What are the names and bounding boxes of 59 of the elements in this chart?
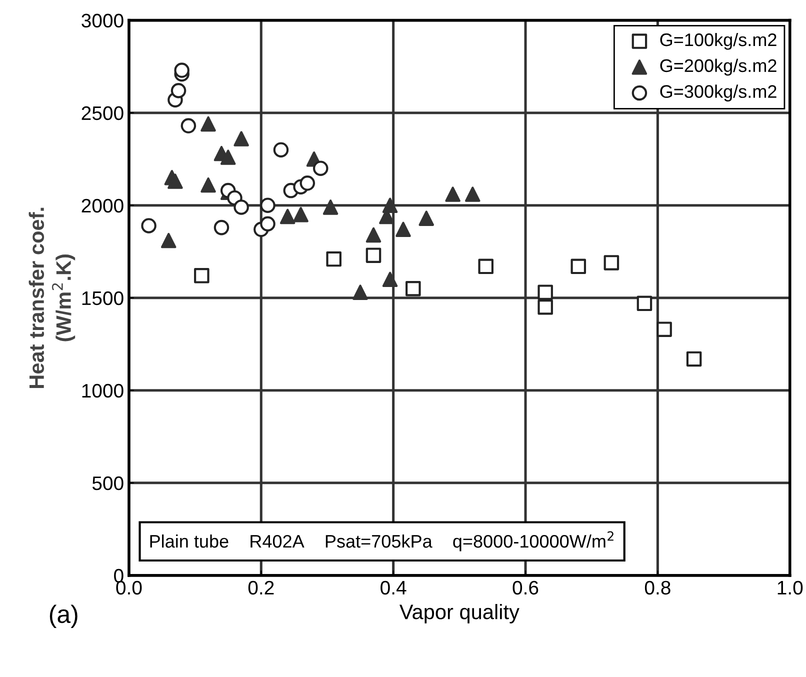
point xyxy=(214,220,230,236)
point xyxy=(160,232,176,248)
legend-label: G=300kg/s.m2 xyxy=(660,84,776,102)
point xyxy=(326,251,342,267)
point xyxy=(260,216,276,232)
x-tick-label: 0.8 xyxy=(644,580,670,595)
y-tick-label: 2000 xyxy=(82,198,124,213)
point xyxy=(168,174,183,189)
x-tick-label: 0.4 xyxy=(380,580,406,595)
x-tick-label: 1.0 xyxy=(778,580,803,595)
point xyxy=(478,258,494,274)
point xyxy=(686,351,702,367)
point xyxy=(273,142,289,158)
point xyxy=(170,82,186,98)
point xyxy=(200,177,216,193)
point xyxy=(382,198,398,213)
y-tick-label: 1500 xyxy=(82,291,124,306)
legend-label: G=100kg/s.m2 xyxy=(660,32,776,50)
point xyxy=(194,268,210,284)
point xyxy=(396,222,411,238)
point xyxy=(174,62,190,78)
point xyxy=(352,284,368,300)
point xyxy=(445,186,460,202)
point xyxy=(234,131,249,146)
y-tick-label: 500 xyxy=(92,476,124,490)
x-tick-label: 0.0 xyxy=(116,580,142,595)
point xyxy=(180,118,196,134)
point xyxy=(366,248,382,263)
annotation: Plain tube R402A Psat=705kPa q=8000-10000W/m$^{2}$ xyxy=(150,531,614,552)
point xyxy=(200,116,216,132)
x-tick-label: 0.2 xyxy=(248,580,274,595)
point xyxy=(382,272,398,288)
point xyxy=(538,300,553,315)
point xyxy=(366,227,382,243)
y-tick-label: 2500 xyxy=(82,106,124,120)
point xyxy=(293,206,308,222)
point xyxy=(538,284,553,300)
point xyxy=(636,296,652,312)
point xyxy=(418,210,434,226)
point xyxy=(300,176,316,191)
point xyxy=(465,186,480,202)
point xyxy=(604,255,620,270)
x-tick-label: 0.6 xyxy=(512,580,538,595)
y-tick-label: 1000 xyxy=(82,384,124,398)
point xyxy=(220,150,236,165)
point xyxy=(406,280,421,296)
x-axis-title: Vapor quality xyxy=(399,604,520,624)
point xyxy=(280,208,296,224)
point xyxy=(570,258,586,274)
y-axis-title: Heat transfer coef. (W/m$^{2}$.K) xyxy=(28,208,76,388)
point xyxy=(312,160,328,176)
text: (a) xyxy=(50,604,78,628)
point xyxy=(656,322,672,337)
point xyxy=(141,218,156,234)
point xyxy=(322,200,338,215)
point xyxy=(260,198,276,213)
legend-label: G=200kg/s.m2 xyxy=(660,58,776,76)
point xyxy=(234,200,249,215)
y-tick-label: 3000 xyxy=(82,14,124,28)
